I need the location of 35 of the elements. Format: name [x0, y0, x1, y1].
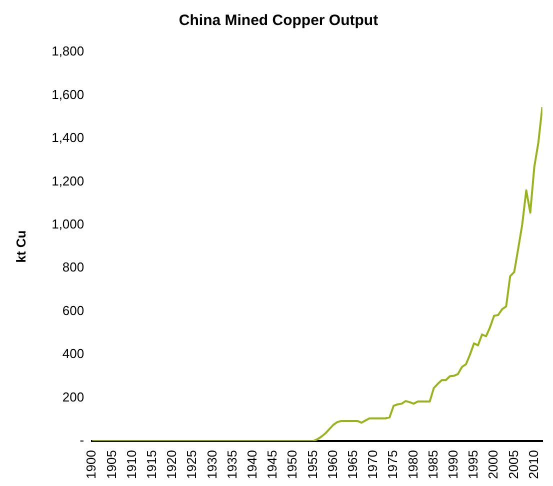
y-tick-label: 600	[62, 302, 84, 318]
x-tick-label: 1950	[284, 450, 300, 479]
x-tick-label: 1995	[466, 450, 481, 479]
x-tick-label: 1985	[425, 450, 440, 479]
x-tick-label: 1945	[264, 450, 280, 479]
y-tick-label: 1,200	[52, 173, 84, 188]
x-tick-label: 2000	[486, 450, 501, 479]
x-tick-label: 1975	[385, 450, 400, 479]
x-tick-label: 1965	[344, 450, 360, 479]
y-tick-label: 800	[62, 260, 84, 275]
x-tick-label: 1910	[124, 450, 139, 479]
x-tick-label: 1930	[204, 450, 220, 479]
x-tick-label: 1935	[224, 450, 240, 479]
x-tick-label: 1960	[324, 450, 340, 479]
y-tick-label: 1,000	[52, 216, 84, 232]
x-tick-label: 1905	[104, 450, 119, 479]
x-tick-label: 1980	[405, 450, 420, 479]
x-tick-label: 1920	[164, 450, 180, 479]
y-tick-label: 1,800	[52, 44, 84, 59]
chart-title: China Mined Copper Output	[178, 12, 378, 30]
y-tick-label: 400	[62, 346, 84, 362]
y-axis-title: kt Cu	[13, 230, 28, 263]
x-tick-label: 1990	[445, 450, 460, 479]
x-tick-label: 1925	[184, 450, 200, 479]
x-tick-label: 1900	[84, 450, 99, 479]
y-tick-label: 1,400	[52, 130, 84, 146]
x-tick-label: 1915	[144, 450, 160, 479]
x-tick-label: 2005	[506, 450, 521, 479]
x-tick-label: 1940	[244, 450, 260, 479]
x-tick-label: 2010	[526, 450, 541, 479]
x-tick-label: 1970	[365, 450, 380, 479]
y-tick-label: 200	[62, 389, 84, 404]
y-tick-label: -	[80, 432, 84, 448]
y-tick-label: 1,600	[52, 86, 84, 102]
x-tick-label: 1955	[304, 450, 320, 479]
